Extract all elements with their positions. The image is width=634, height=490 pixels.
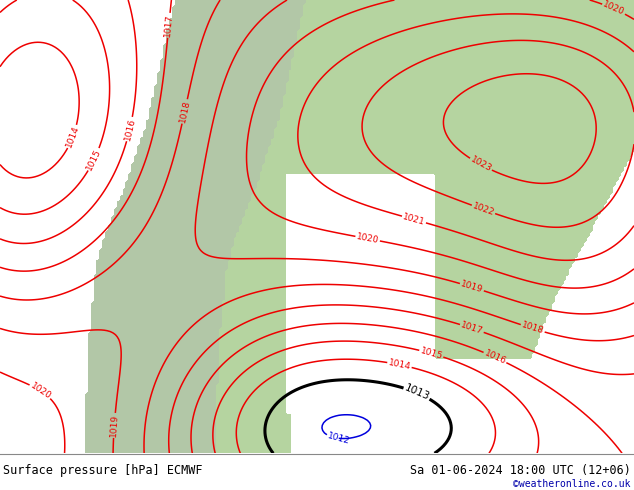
Text: 1022: 1022 xyxy=(471,201,496,218)
Text: 1018: 1018 xyxy=(178,99,191,123)
Text: 1019: 1019 xyxy=(109,414,120,437)
Text: 1023: 1023 xyxy=(469,155,493,174)
Text: Sa 01-06-2024 18:00 UTC (12+06): Sa 01-06-2024 18:00 UTC (12+06) xyxy=(410,465,631,477)
Text: 1016: 1016 xyxy=(123,117,137,141)
Text: 1015: 1015 xyxy=(419,346,444,361)
Text: 1014: 1014 xyxy=(387,358,411,371)
Text: 1020: 1020 xyxy=(356,232,380,245)
Text: 1012: 1012 xyxy=(327,431,351,446)
Text: 1014: 1014 xyxy=(65,124,81,149)
Text: 1020: 1020 xyxy=(602,0,626,18)
Text: 1016: 1016 xyxy=(482,348,507,366)
Text: 1020: 1020 xyxy=(29,381,53,401)
Text: 1013: 1013 xyxy=(403,383,431,403)
Text: ©weatheronline.co.uk: ©weatheronline.co.uk xyxy=(514,479,631,489)
Text: 1018: 1018 xyxy=(521,321,545,336)
Text: 1015: 1015 xyxy=(85,147,103,172)
Text: 1017: 1017 xyxy=(163,13,174,37)
Text: 1021: 1021 xyxy=(402,212,426,227)
Text: 1017: 1017 xyxy=(460,320,484,336)
Text: Surface pressure [hPa] ECMWF: Surface pressure [hPa] ECMWF xyxy=(3,465,203,477)
Text: 1019: 1019 xyxy=(460,279,484,295)
